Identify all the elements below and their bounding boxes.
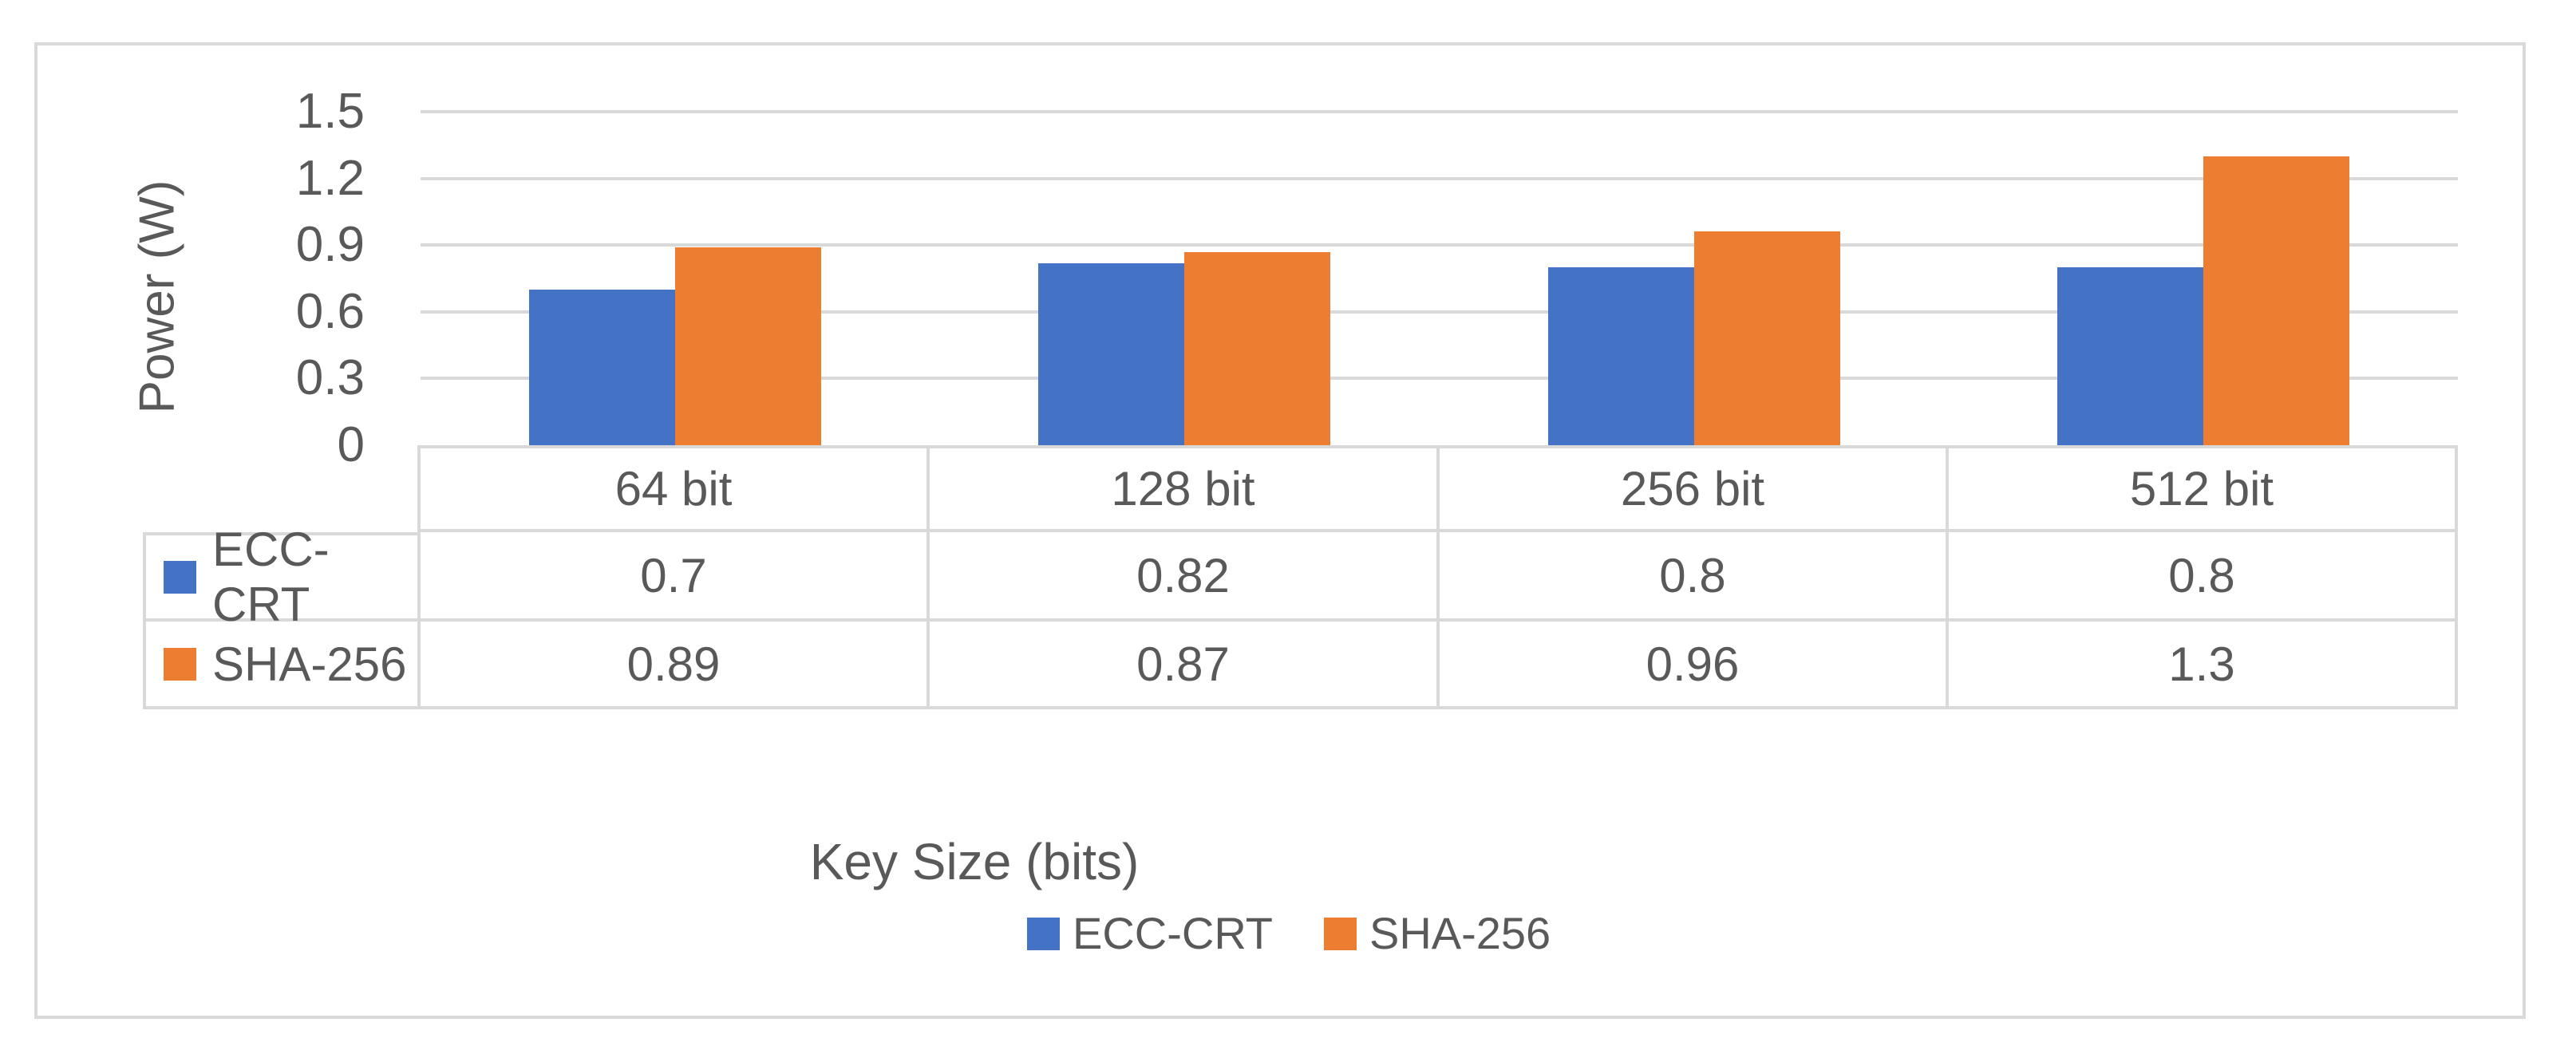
table-header-cell: 512 bit [1949,445,2458,532]
y-axis-tick-label: 0 [337,417,365,472]
y-axis-tick-label: 0.3 [295,350,365,406]
bar-sha-256-64-bit [675,247,822,445]
table-value-cell: 0.96 [1440,622,1949,709]
gridline [421,377,2458,381]
y-axis-tick-label: 0.6 [295,283,365,339]
table-value-cell: 1.3 [1949,622,2458,709]
table-value-cell: 0.8 [1440,532,1949,622]
y-axis-tick-label: 0.9 [295,217,365,273]
table-row-label: SHA-256 [143,622,421,709]
gridline [421,310,2458,314]
table-header-cell: 256 bit [1440,445,1949,532]
table-value-cell: 0.89 [421,622,930,709]
y-axis-tick-label: 1.5 [295,84,365,139]
plot-area [421,110,2458,445]
bar-sha-256-512-bit [2203,156,2349,445]
table-value-cell: 0.87 [930,622,1440,709]
gridline [421,110,2458,113]
table-value-cell: 0.8 [1949,532,2458,622]
bar-ecc-crt-64-bit [529,289,676,445]
bar-ecc-crt-256-bit [1547,267,1694,445]
bar-ecc-crt-512-bit [2056,267,2203,445]
bar-ecc-crt-128-bit [1038,262,1185,445]
ecc-crt-series-swatch [164,560,196,594]
table-row-label: ECC-CRT [143,523,421,631]
data-table: 64 bit 128 bit 256 bit 512 bit ECC-CRT 0… [143,445,2458,709]
ecc-crt-legend-swatch [1027,917,1060,950]
table-header-cell: 128 bit [930,445,1440,532]
sha-256-legend-swatch [1323,917,1357,950]
chart-legend: ECC-CRT SHA-256 [1027,911,1551,956]
gridline [421,243,2458,247]
sha-256-series-swatch [164,647,196,681]
legend-item-ecc-crt: ECC-CRT [1027,911,1273,956]
legend-label: SHA-256 [1369,908,1551,958]
table-value-cell: 0.82 [930,532,1440,622]
table-value-cell: 0.7 [421,532,930,622]
legend-label: ECC-CRT [1073,908,1273,958]
series-name-label: SHA-256 [212,637,407,691]
series-name-label: ECC-CRT [212,523,330,631]
bar-sha-256-256-bit [1693,231,1840,445]
legend-item-sha-256: SHA-256 [1323,908,1551,958]
gridline [421,176,2458,180]
table-corner-cell [143,445,421,532]
table-header-cell: 64 bit [421,445,930,532]
bar-sha-256-128-bit [1184,251,1331,445]
y-axis-tick-label: 1.2 [295,150,365,206]
x-axis-title: Key Size (bits) [809,833,1140,890]
